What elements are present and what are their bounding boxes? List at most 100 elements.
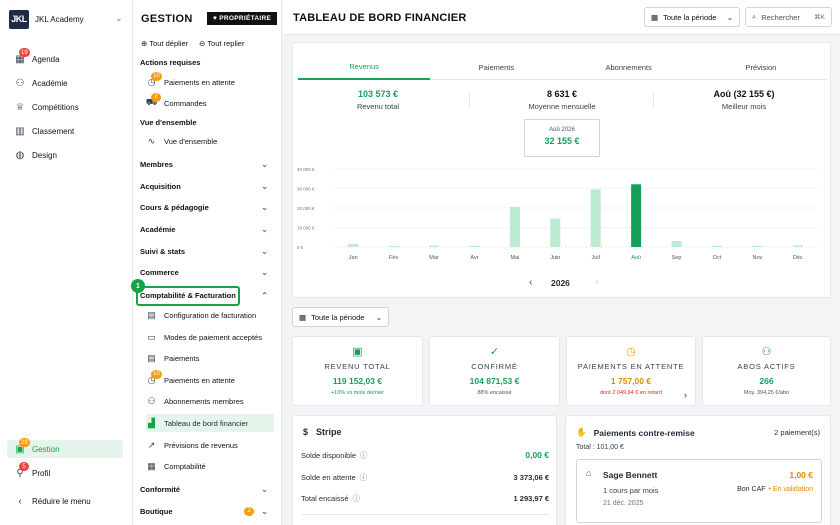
nav-item-agenda[interactable]: ▦ 19 Agenda: [0, 48, 133, 68]
x-tick-label: Déc: [793, 255, 803, 261]
chevron-down-icon: ⌄: [261, 484, 268, 494]
podium-icon: ▥: [15, 125, 25, 137]
tooltip-month: Aoû 2026: [549, 127, 575, 133]
nav-item-design[interactable]: ◍ Design: [0, 146, 133, 164]
filter-period-dropdown[interactable]: ▦ Toute la période ⌄: [292, 307, 389, 327]
nav-item-academie[interactable]: ⚇ Académie: [0, 74, 133, 92]
group-conformite[interactable]: Conformité ⌄: [140, 482, 276, 496]
bar-Oct[interactable]: [711, 245, 722, 247]
prev-year-button[interactable]: ‹: [529, 277, 533, 288]
stat-value: 8 631 €: [546, 89, 578, 99]
stripe-row-pending: Solde en attente ⓘ 3 373,06 €: [301, 471, 549, 483]
group-compta[interactable]: Comptabilité & Facturation ⌃: [140, 288, 276, 302]
stripe-row-total: Total encaissé ⓘ 1 293,97 €: [301, 492, 549, 504]
sub-accounting[interactable]: ▦ Comptabilité: [146, 457, 274, 475]
dollar-icon: $: [303, 427, 309, 437]
bar-Déc[interactable]: [792, 245, 803, 247]
calendar-icon: ▦ 19: [15, 48, 30, 65]
group-label: Suivi & stats: [140, 246, 186, 256]
collapse-menu-button[interactable]: ‹ Réduire le menu: [0, 492, 133, 510]
calculator-icon: ▦: [147, 460, 156, 471]
stat-best: Aoû (32 155 €) Meilleur mois: [659, 89, 829, 111]
row-label: Total encaissé: [301, 493, 349, 503]
y-tick-label: 20 000 €: [297, 206, 315, 211]
sub-pending-payments-2[interactable]: ◷ 10 Paiements en attente: [146, 369, 274, 389]
tab-revenus[interactable]: Revenus: [298, 55, 431, 80]
primary-sidebar: JKL JKL Academy ⌄ ▦ 19 Agenda ⚇ Académie …: [0, 0, 133, 525]
expand-all-button[interactable]: ⊕ Tout déplier: [141, 36, 188, 50]
group-actions: Actions requises: [140, 57, 201, 67]
divider: [653, 93, 654, 107]
group-boutique[interactable]: Boutique 2 ⌄: [140, 504, 276, 518]
bar-Juil[interactable]: [590, 189, 601, 247]
group-cours[interactable]: Cours & pédagogie ⌄: [140, 200, 276, 214]
sub-label: Modes de paiement acceptés: [164, 332, 262, 342]
x-tick-label: Sep: [672, 255, 682, 261]
stripe-header: $ Stripe: [303, 427, 342, 437]
sub-payments[interactable]: ▤ Paiements: [146, 349, 274, 367]
kpi-paiements-attente[interactable]: ◷ PAIEMENTS EN ATTENTE 1 757,00 € dont 2…: [566, 336, 696, 406]
group-label: Cours & pédagogie: [140, 202, 209, 212]
info-icon[interactable]: ⓘ: [352, 493, 361, 503]
group-commerce[interactable]: Commerce ⌄: [140, 265, 276, 279]
cart-icon: ⛟ 2: [146, 92, 161, 109]
section-title: GESTION: [141, 13, 193, 25]
sub-orders[interactable]: ⛟ 2 Commandes: [146, 92, 274, 112]
kpi-title: ABOS ACTIFS: [737, 362, 796, 371]
sub-overview[interactable]: ∿ Vue d'ensemble: [146, 132, 274, 150]
period-label: Toute la période: [663, 12, 717, 22]
group-suivi[interactable]: Suivi & stats ⌄: [140, 244, 276, 258]
bar-Jan[interactable]: [348, 243, 359, 247]
bar-Mar[interactable]: [429, 245, 440, 247]
expand-icon: ⊕: [141, 38, 150, 48]
search-button[interactable]: ⌕ Rechercher ⌘K: [745, 7, 832, 27]
sub-label: Configuration de facturation: [164, 310, 257, 320]
chevron-down-icon: ⌄: [261, 506, 268, 516]
group-membres[interactable]: Membres ⌄: [140, 157, 276, 171]
bar-Mai[interactable]: [509, 206, 520, 247]
info-icon[interactable]: ⓘ: [360, 450, 368, 460]
sub-label: Comptabilité: [164, 461, 206, 471]
org-logo: JKL: [9, 9, 29, 29]
bar-Nov[interactable]: [752, 245, 763, 247]
sub-dashboard[interactable]: ▟ Tableau de bord financier: [146, 414, 274, 432]
tab-abonnements[interactable]: Abonnements: [562, 55, 695, 80]
tab-paiements[interactable]: Paiements: [430, 55, 563, 80]
nav-item-profil[interactable]: ⚲ 5 Profil: [0, 462, 133, 482]
sub-forecast[interactable]: ↗ Prévisions de revenus: [146, 436, 274, 454]
period-dropdown[interactable]: ▦ Toute la période ⌄: [644, 7, 740, 27]
collapse-all-button[interactable]: ⊖ Tout replier: [199, 36, 244, 50]
bar-Fév[interactable]: [388, 245, 399, 247]
bar-Juin[interactable]: [550, 218, 561, 247]
chevron-up-icon: ⌃: [261, 290, 268, 300]
row-value: 1 293,97 €: [513, 493, 549, 503]
cod-item[interactable]: ⌂ Sage Bennett 1 cours par mois 21 déc. …: [576, 459, 822, 523]
next-year-button[interactable]: ›: [595, 277, 599, 288]
nav-item-classement[interactable]: ▥ Classement: [0, 122, 133, 140]
nav-label: Académie: [32, 78, 68, 88]
collapse-icon: ⊖: [199, 38, 208, 48]
sub-pending-payments[interactable]: ◷ 10 Paiements en attente: [146, 71, 274, 91]
org-name: JKL Academy: [35, 14, 84, 24]
org-switcher[interactable]: JKL JKL Academy ⌄: [9, 9, 129, 29]
filter-label: Toute la période: [311, 312, 365, 322]
sub-billing-config[interactable]: ▤ Configuration de facturation: [146, 306, 274, 324]
bar-Sep[interactable]: [671, 240, 682, 247]
tab-prevision[interactable]: Prévision: [694, 55, 827, 80]
nav-item-gestion[interactable]: ▣ 29 Gestion: [7, 438, 123, 458]
nav-item-competitions[interactable]: ♕ Compétitions: [0, 98, 133, 116]
stat-total: 103 573 € Revenu total: [293, 89, 463, 111]
y-tick-label: 0 €: [297, 245, 304, 250]
divider: [469, 93, 470, 107]
bar-Aoû[interactable]: [631, 184, 642, 247]
sub-payment-modes[interactable]: ▭ Modes de paiement acceptés: [146, 328, 274, 346]
hand-icon: ✋: [576, 427, 587, 437]
group-acquisition[interactable]: Acquisition ⌄: [140, 179, 276, 193]
cod-item-desc: 1 cours par mois: [603, 486, 659, 495]
bar-Avr[interactable]: [469, 245, 480, 247]
group-academie[interactable]: Académie ⌄: [140, 222, 276, 236]
sub-subscriptions[interactable]: ⚇ Abonnements membres: [146, 392, 274, 410]
method-label: Bon CAF: [737, 486, 766, 493]
info-icon[interactable]: ⓘ: [359, 472, 368, 482]
revenue-bar-chart: 0 € 10 000 € 20 000 € 30 000 € 40 000 € Jan Fé…: [297, 167, 818, 261]
